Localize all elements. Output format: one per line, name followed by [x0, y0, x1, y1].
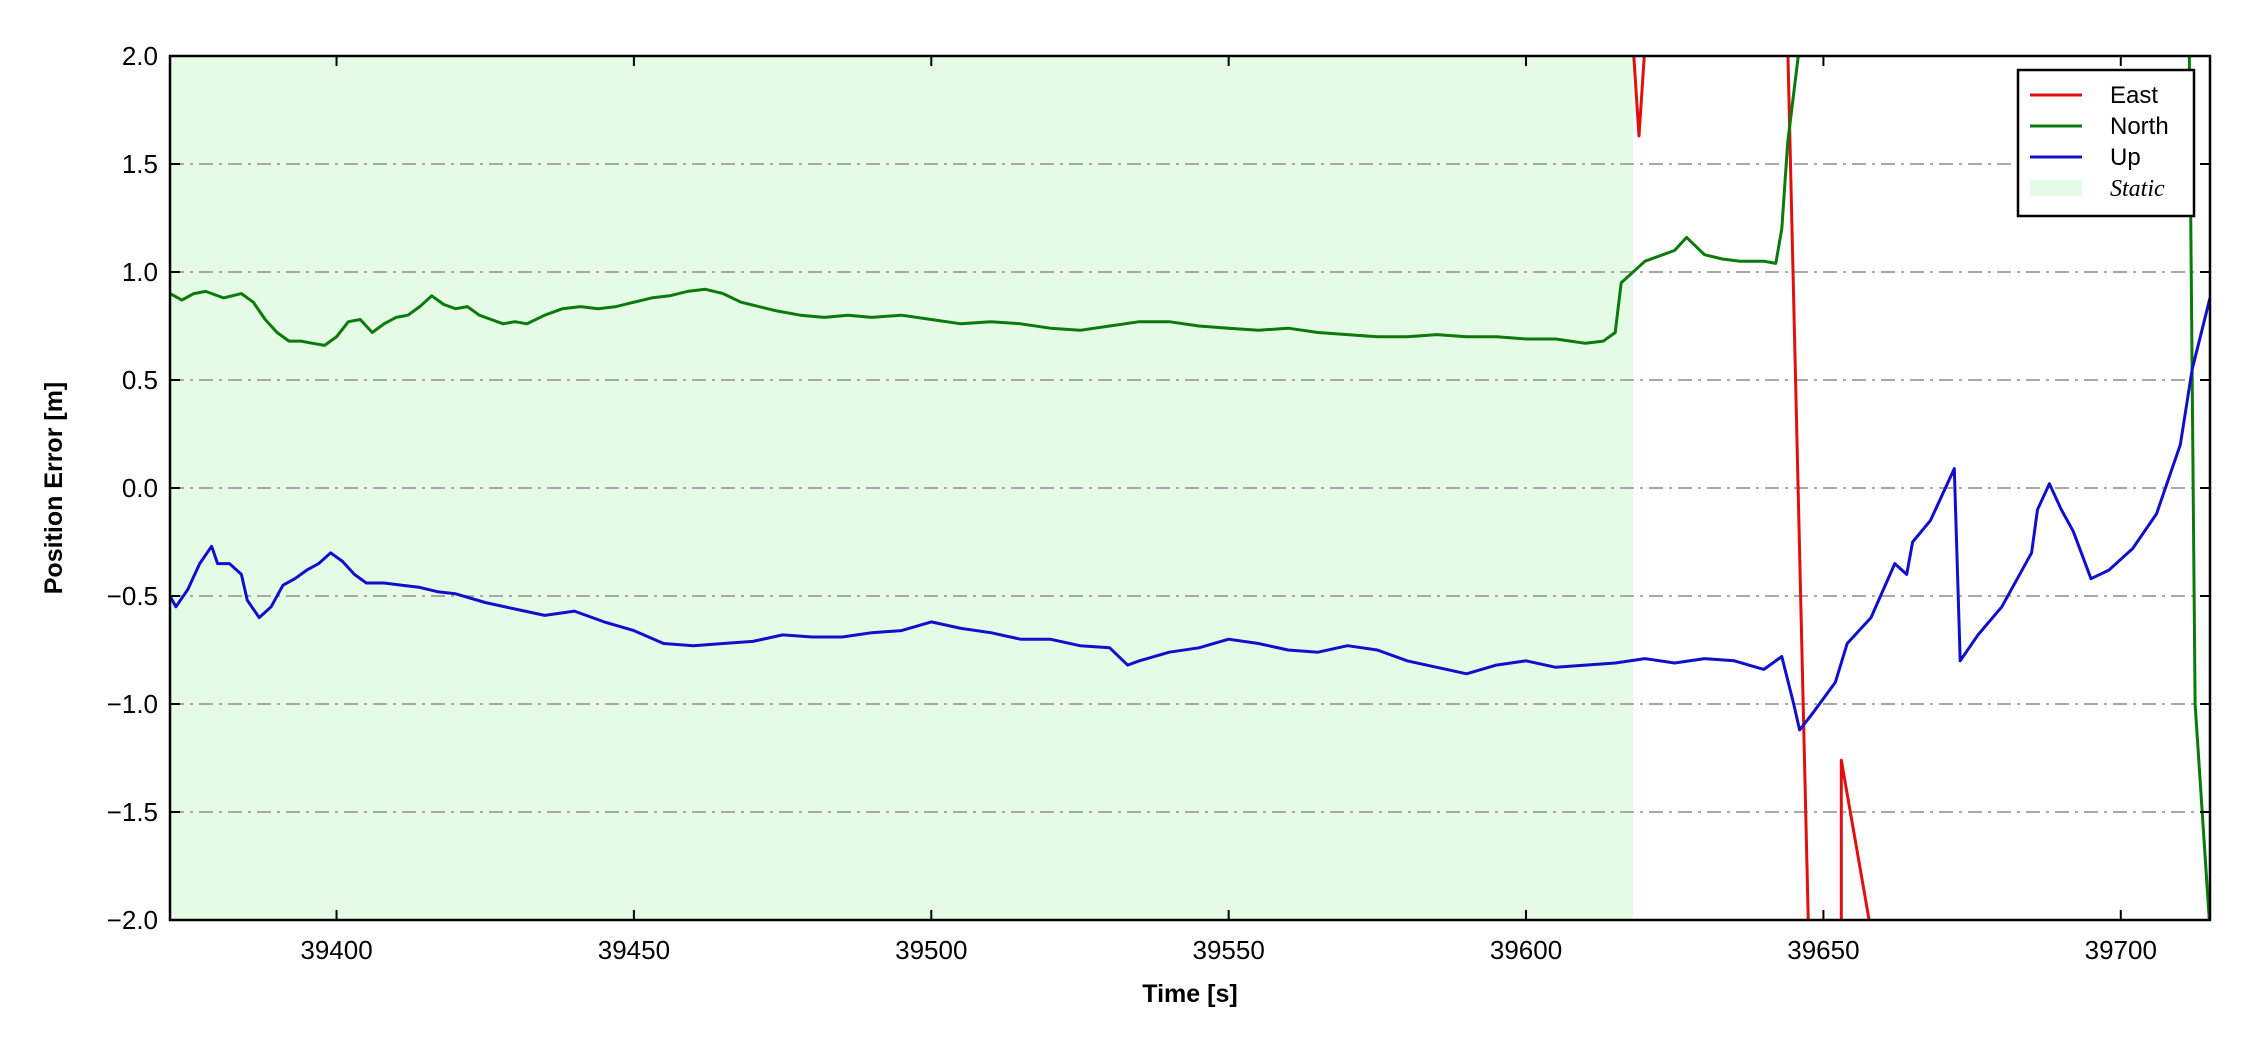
y-tick-label: −0.5 [107, 581, 158, 611]
y-tick-label: 2.0 [122, 41, 158, 71]
x-tick-label: 39650 [1787, 935, 1859, 965]
legend-label-static: Static [2110, 176, 2165, 202]
y-tick-label: −2.0 [107, 905, 158, 935]
y-tick-label: 0.0 [122, 473, 158, 503]
x-tick-label: 39600 [1490, 935, 1562, 965]
series-line-east [1632, 56, 1871, 920]
y-tick-label: 1.0 [122, 257, 158, 287]
y-tick-label: 1.5 [122, 149, 158, 179]
series-line-up [170, 297, 2210, 732]
x-tick-label: 39550 [1193, 935, 1265, 965]
y-tick-label: 0.5 [122, 365, 158, 395]
series-line-north [2187, 56, 2210, 920]
y-tick-label: −1.5 [107, 797, 158, 827]
x-axis-title: Time [s] [1142, 980, 1237, 1008]
x-tick-label: 39500 [895, 935, 967, 965]
y-axis-title: Position Error [m] [40, 382, 68, 595]
x-tick-label: 39700 [2085, 935, 2157, 965]
series-line-north [170, 56, 1800, 347]
legend-swatch-static [2030, 180, 2082, 196]
x-tick-label: 39450 [598, 935, 670, 965]
legend-label-east: East [2110, 82, 2158, 109]
x-tick-label: 39400 [300, 935, 372, 965]
legend-label-north: North [2110, 113, 2169, 140]
legend-label-up: Up [2110, 144, 2141, 171]
legend: East North Up Static [2016, 68, 2196, 218]
y-tick-label: −1.0 [107, 689, 158, 719]
